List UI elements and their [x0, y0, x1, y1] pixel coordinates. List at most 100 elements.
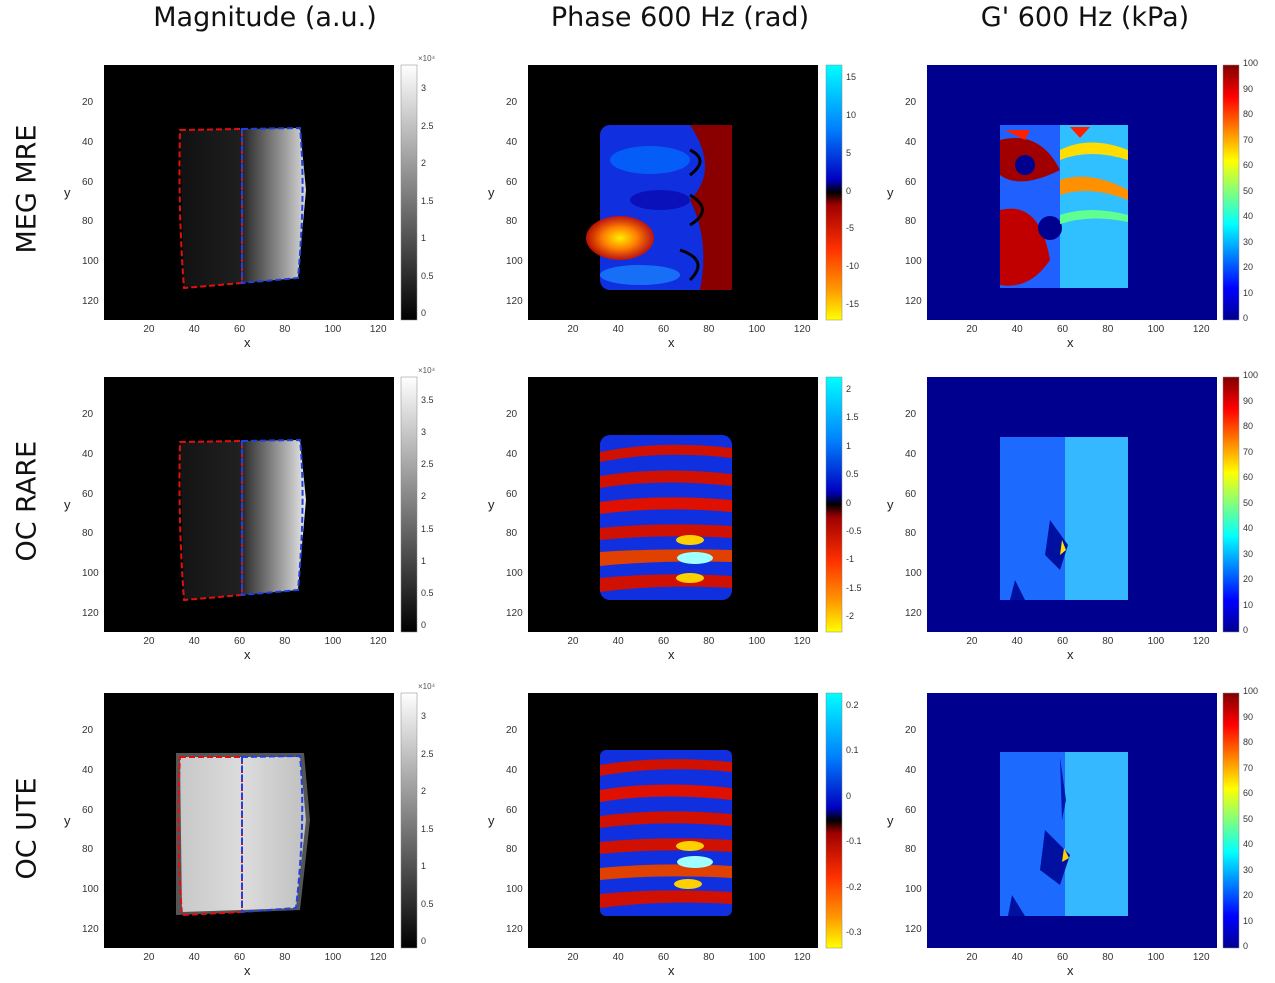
- x-tick-label: 120: [1192, 952, 1210, 963]
- colorbar-tick-label: 100: [1243, 686, 1259, 696]
- colorbar-jet-2: [1222, 376, 1240, 633]
- colorbar-tick-label: 20: [1243, 574, 1254, 584]
- x-tick-label: 20: [966, 324, 978, 335]
- y-tick-label: 60: [82, 176, 94, 188]
- y-tick-label: 60: [905, 804, 917, 816]
- x-tick-label: 120: [369, 636, 387, 647]
- colorbar-tick-label: 80: [1243, 737, 1254, 747]
- colorbar-tick-label: 0: [846, 185, 852, 196]
- x-axis-label: x: [244, 963, 251, 978]
- colorbar-tick-label: 1.5: [421, 195, 434, 206]
- y-tick-label: 20: [506, 408, 518, 420]
- y-tick-label: 20: [905, 408, 917, 420]
- y-tick-label: 100: [905, 256, 922, 268]
- x-tick-label: 20: [143, 636, 155, 647]
- x-tick-label: 60: [657, 636, 670, 647]
- colorbar-tick-label: 2.5: [421, 748, 434, 759]
- y-tick-label: 60: [905, 488, 917, 500]
- colorbar-tick-label: 90: [1243, 395, 1254, 406]
- y-tick-label: 120: [905, 608, 922, 620]
- y-tick-label: 40: [506, 764, 518, 776]
- y-tick-label: 20: [506, 724, 518, 736]
- colorbar-tick-label: 0.5: [421, 587, 434, 598]
- y-axis-label: y: [887, 812, 894, 828]
- column-title-phase: Phase 600 Hz (rad): [550, 2, 810, 33]
- x-tick-label: 100: [324, 636, 342, 647]
- colorbar-tick-label: 1.5: [421, 523, 434, 534]
- colorbar-phase-2: [825, 376, 843, 633]
- x-tick-label: 80: [1102, 636, 1114, 647]
- colorbar-exponent: ×10⁴: [418, 54, 436, 63]
- x-tick-label: 40: [188, 324, 200, 335]
- colorbar-gray-3: [400, 692, 418, 949]
- y-tick-label: 40: [905, 448, 917, 460]
- x-tick-label: 40: [612, 952, 624, 963]
- y-tick-label: 20: [82, 724, 94, 736]
- colorbar-tick-label: 70: [1243, 446, 1254, 457]
- x-tick-label: 100: [1147, 636, 1165, 647]
- colorbar-exponent: ×10⁴: [418, 682, 436, 691]
- colorbar-tick-label: 0: [1243, 313, 1249, 323]
- y-tick-label: 60: [82, 804, 94, 816]
- x-tick-label: 80: [703, 952, 715, 963]
- colorbar-tick-label: 3: [421, 83, 427, 93]
- x-tick-label: 120: [793, 952, 811, 963]
- y-tick-label: 100: [506, 884, 523, 896]
- x-tick-label: 40: [1011, 636, 1023, 647]
- colorbar-tick-label: 0.2: [846, 700, 859, 710]
- x-tick-label: 80: [279, 636, 291, 647]
- colorbar-tick-label: 0.5: [846, 469, 859, 480]
- y-tick-label: 120: [506, 924, 523, 936]
- colorbar-tick-label: 0: [1243, 941, 1249, 951]
- colorbar-tick-label: -0.5: [846, 525, 862, 536]
- y-tick-label: 60: [82, 488, 94, 500]
- column-title-magnitude: Magnitude (a.u.): [153, 2, 377, 33]
- colorbar-tick-label: -1: [846, 554, 855, 565]
- phase-panel-oc-rare: [528, 377, 818, 632]
- y-tick-label: 100: [506, 568, 523, 580]
- colorbar-tick-label: -1.5: [846, 582, 862, 593]
- y-tick-label: 20: [82, 96, 94, 108]
- y-tick-label: 40: [82, 136, 94, 148]
- colorbar-tick-label: 70: [1243, 134, 1254, 145]
- colorbar-tick-label: 0: [421, 936, 427, 946]
- colorbar-tick-label: 40: [1243, 523, 1254, 533]
- colorbar-tick-label: 0.1: [846, 745, 859, 756]
- colorbar-tick-label: 30: [1243, 236, 1254, 247]
- x-tick-label: 120: [793, 324, 811, 335]
- y-tick-label: 40: [506, 136, 518, 148]
- y-tick-label: 120: [82, 924, 99, 936]
- modulus-panel-oc-ute: [927, 693, 1217, 948]
- modulus-panel-meg-mre: [927, 65, 1217, 320]
- y-tick-label: 80: [506, 844, 518, 856]
- y-tick-label: 40: [905, 136, 917, 148]
- y-tick-label: 40: [506, 448, 518, 460]
- column-title-modulus: G' 600 Hz (kPa): [980, 2, 1190, 33]
- x-tick-label: 20: [966, 952, 978, 963]
- x-tick-label: 20: [567, 636, 579, 647]
- colorbar-tick-label: 5: [846, 147, 852, 158]
- colorbar-tick-label: -5: [846, 223, 855, 234]
- colorbar-tick-label: -10: [846, 261, 860, 272]
- colorbar-tick-label: -0.2: [846, 881, 862, 892]
- colorbar-tick-label: 0.5: [421, 898, 434, 909]
- colorbar-tick-label: 40: [1243, 839, 1254, 849]
- x-tick-label: 80: [703, 636, 715, 647]
- colorbar-tick-label: 2: [421, 158, 427, 168]
- x-tick-label: 100: [1147, 952, 1165, 963]
- colorbar-tick-label: 30: [1243, 864, 1254, 875]
- colorbar-tick-label: 10: [1243, 915, 1254, 926]
- y-tick-label: 120: [82, 296, 99, 308]
- colorbar-exponent: ×10⁴: [418, 366, 436, 375]
- magnitude-panel-meg-mre: [104, 65, 394, 320]
- y-axis-label: y: [887, 496, 894, 512]
- y-tick-label: 120: [905, 924, 922, 936]
- y-tick-label: 60: [905, 176, 917, 188]
- x-tick-label: 120: [1192, 324, 1210, 335]
- x-tick-label: 80: [279, 952, 291, 963]
- colorbar-tick-label: 50: [1243, 185, 1254, 196]
- x-axis-label: x: [668, 963, 675, 978]
- x-tick-label: 40: [188, 636, 200, 647]
- y-tick-label: 20: [905, 724, 917, 736]
